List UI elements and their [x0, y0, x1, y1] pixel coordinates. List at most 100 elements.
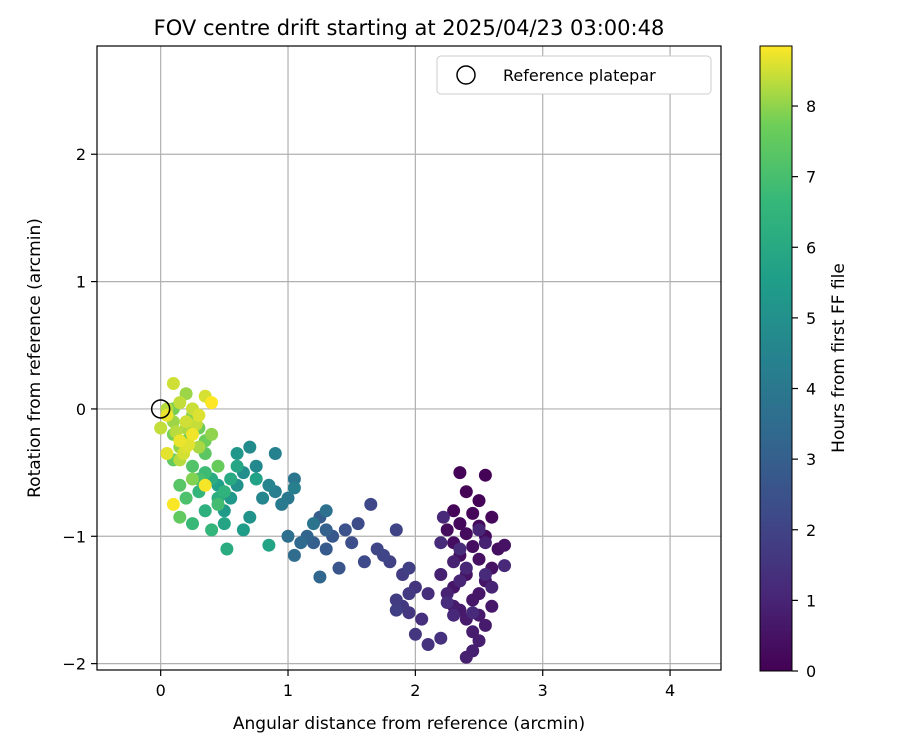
data-point — [287, 481, 301, 495]
data-point — [498, 538, 511, 552]
chart-title: FOV centre drift starting at 2025/04/23 … — [154, 16, 665, 40]
data-point — [472, 494, 486, 508]
data-point — [275, 497, 289, 511]
colorbar-gradient — [759, 45, 793, 672]
data-point — [205, 523, 219, 537]
data-point — [478, 618, 492, 632]
x-tick-label: 4 — [665, 681, 675, 700]
data-point — [440, 587, 454, 601]
data-point — [192, 408, 206, 422]
data-point — [402, 561, 416, 575]
data-point — [466, 606, 480, 620]
data-point — [421, 638, 435, 651]
data-point — [249, 472, 263, 486]
data-point — [211, 497, 225, 511]
colorbar-tick-label: 5 — [806, 309, 816, 328]
y-tick-label: −1 — [62, 527, 86, 546]
data-point — [485, 599, 499, 613]
data-point — [154, 421, 168, 435]
data-point — [389, 523, 403, 537]
y-tick-label: 0 — [76, 400, 86, 419]
data-point — [313, 570, 327, 584]
data-point — [421, 587, 435, 601]
data-point — [408, 627, 422, 641]
data-point — [389, 603, 403, 617]
data-point — [434, 536, 448, 550]
data-point — [447, 555, 461, 569]
plot-area — [97, 46, 721, 670]
data-point — [217, 517, 231, 531]
data-point — [485, 510, 499, 524]
data-point — [287, 472, 301, 486]
data-point — [294, 536, 308, 550]
data-point — [198, 478, 212, 492]
data-point — [192, 440, 206, 454]
colorbar-tick-label: 4 — [806, 380, 816, 399]
data-point — [472, 634, 486, 648]
data-point — [453, 542, 467, 556]
data-point — [338, 523, 352, 537]
data-point — [440, 523, 454, 537]
data-point — [434, 631, 448, 645]
data-point — [364, 497, 378, 511]
data-point — [173, 396, 187, 410]
data-point — [186, 517, 199, 531]
data-point — [402, 587, 416, 601]
legend: Reference platepar — [436, 55, 712, 95]
data-point — [453, 517, 467, 531]
data-point — [160, 447, 174, 460]
data-point — [319, 542, 333, 556]
data-point — [436, 510, 450, 524]
data-point — [243, 440, 257, 454]
data-point — [173, 478, 187, 492]
colorbar-tick-label: 8 — [806, 97, 816, 116]
colorbar-tick-label: 0 — [806, 662, 816, 681]
y-axis-label: Rotation from reference (arcmin) — [25, 218, 45, 498]
data-point — [256, 491, 270, 505]
grid-lines — [97, 46, 721, 670]
data-point — [236, 523, 250, 537]
data-point — [186, 472, 199, 486]
colorbar-tick-label: 2 — [806, 521, 816, 540]
data-point — [478, 568, 492, 581]
data-point — [447, 608, 461, 622]
data-point — [459, 527, 473, 541]
colorbar-tick-label: 1 — [806, 591, 816, 610]
data-point — [217, 485, 231, 499]
y-tick-label: −2 — [62, 655, 86, 674]
y-tick-label: 1 — [76, 273, 86, 292]
reference-platepar-marker — [150, 399, 171, 419]
colorbar-tick-label: 3 — [806, 450, 816, 469]
data-point — [262, 478, 276, 492]
colorbar-label: Hours from first FF file — [829, 263, 849, 453]
colorbar-tick-label: 7 — [806, 168, 816, 187]
data-point — [434, 568, 448, 581]
data-point — [166, 377, 180, 390]
data-point — [166, 497, 180, 511]
data-point — [453, 574, 467, 588]
data-point — [186, 459, 199, 473]
data-point — [466, 540, 480, 553]
data-point — [173, 434, 187, 448]
data-point — [268, 447, 282, 460]
data-point — [466, 506, 480, 520]
data-point — [472, 552, 486, 566]
data-point — [230, 459, 244, 473]
data-point — [319, 523, 333, 537]
data-point — [498, 559, 511, 573]
data-point — [440, 596, 454, 609]
x-tick-label: 1 — [283, 681, 293, 700]
x-tick-label: 0 — [156, 681, 166, 700]
data-point — [478, 536, 492, 550]
data-point — [287, 548, 301, 562]
data-point — [186, 427, 199, 441]
x-tick-label: 2 — [410, 681, 420, 700]
plot-frame — [96, 45, 722, 671]
x-axis-label: Angular distance from reference (arcmin) — [233, 714, 585, 734]
colorbar-ticks: 0 1 2 3 4 5 6 7 8 — [792, 97, 816, 681]
data-point — [415, 612, 429, 626]
data-point — [459, 485, 473, 499]
data-point — [332, 561, 346, 575]
data-point — [466, 593, 480, 607]
